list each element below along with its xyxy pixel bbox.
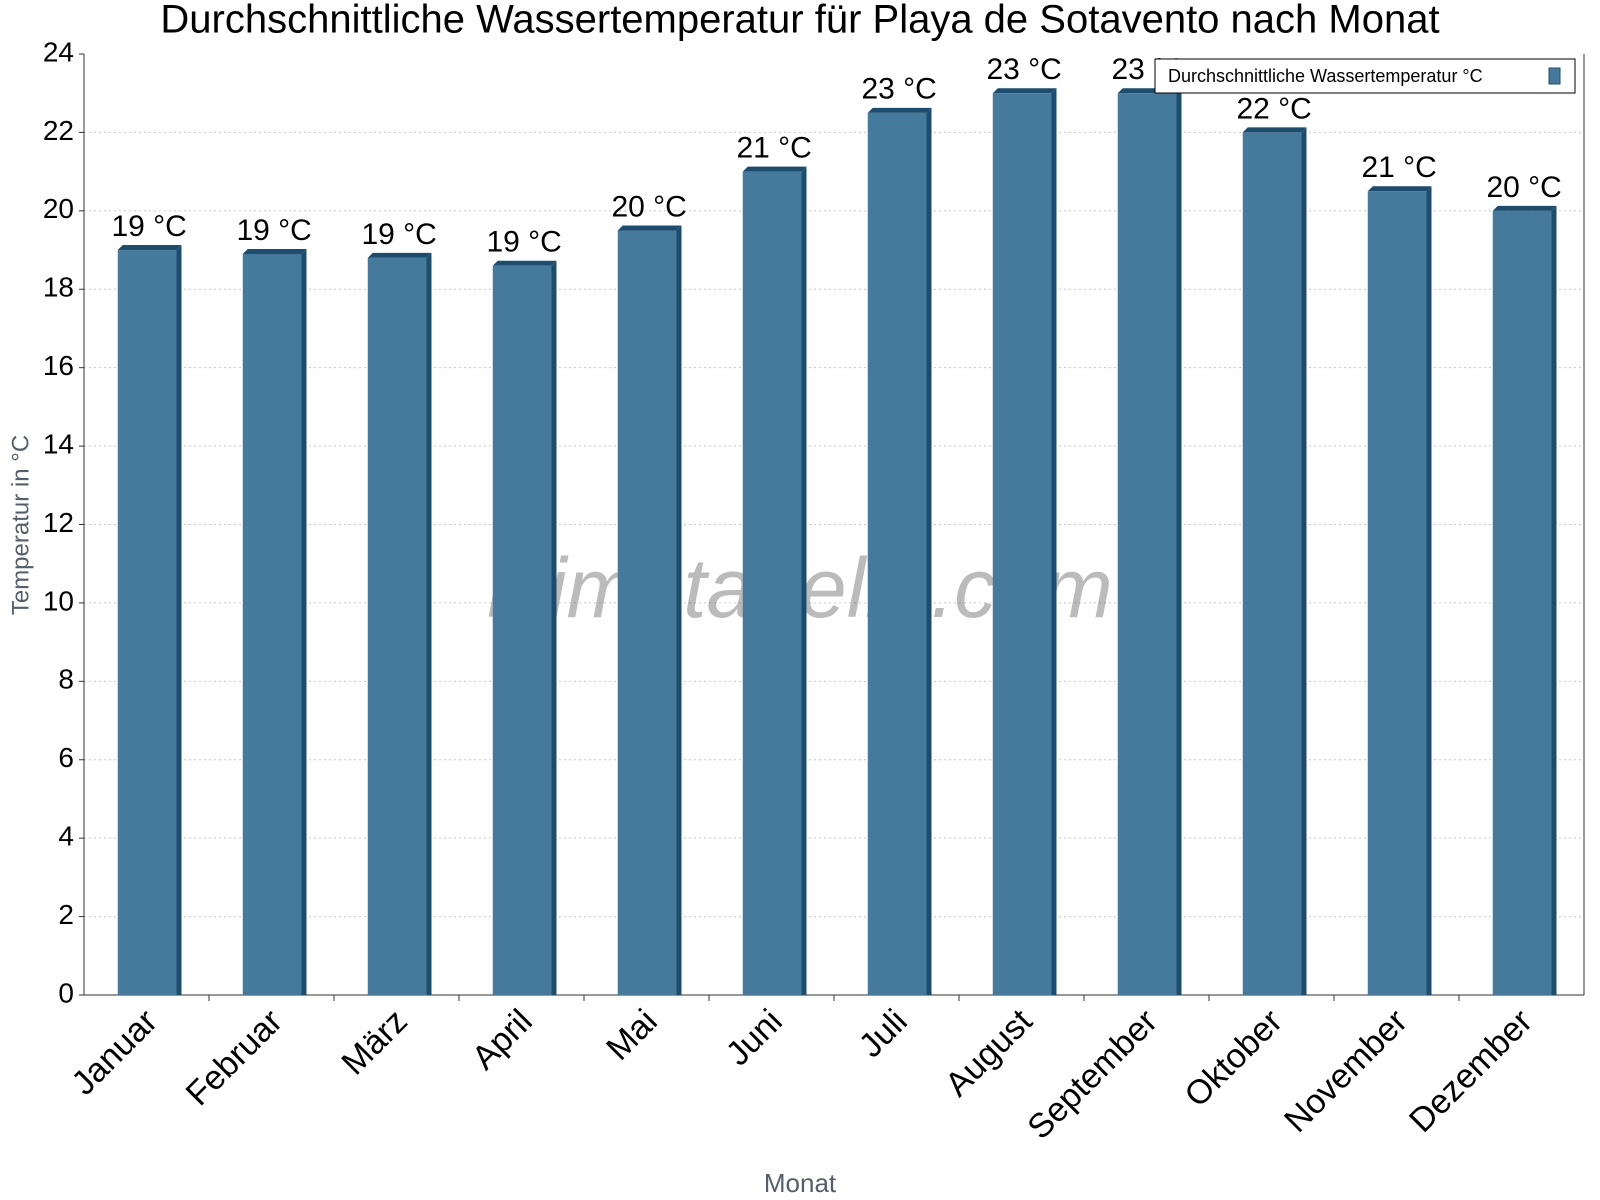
value-label: 22 °C xyxy=(1236,92,1311,125)
bar-side xyxy=(176,245,182,995)
bar xyxy=(992,93,1052,996)
bar-side xyxy=(426,252,432,996)
x-tick-label: April xyxy=(465,1002,540,1077)
bar-side xyxy=(1551,205,1557,996)
bar-side xyxy=(1426,186,1432,995)
bar xyxy=(867,112,927,995)
bar-side xyxy=(1176,88,1182,996)
value-label: 19 °C xyxy=(486,226,561,259)
bar-top xyxy=(1367,186,1432,192)
value-label: 20 °C xyxy=(1486,171,1561,204)
bar xyxy=(367,257,427,996)
bar-top xyxy=(367,252,432,258)
bar xyxy=(242,253,302,995)
bar-top xyxy=(867,107,932,113)
y-tick-label: 24 xyxy=(43,36,74,67)
bar-top xyxy=(117,245,182,251)
y-axis-label: Temperatur in °C xyxy=(7,435,34,615)
bar-top xyxy=(1492,205,1557,211)
x-tick-label: August xyxy=(938,1002,1040,1104)
y-tick-label: 10 xyxy=(43,585,74,616)
legend-box xyxy=(1154,58,1576,94)
value-label: 23 °C xyxy=(861,73,936,106)
bar-side xyxy=(1301,127,1307,995)
bar-side xyxy=(676,225,682,995)
x-tick-label: Juni xyxy=(719,1002,790,1073)
legend-swatch xyxy=(1548,67,1561,85)
y-tick-label: 12 xyxy=(43,507,74,538)
bar-top xyxy=(242,248,307,254)
value-label: 19 °C xyxy=(111,210,186,243)
value-label: 21 °C xyxy=(1361,151,1436,184)
y-tick-label: 6 xyxy=(58,742,74,773)
y-tick-label: 0 xyxy=(58,977,74,1008)
x-tick-label: Dezember xyxy=(1402,1002,1540,1140)
bar-top xyxy=(1242,127,1307,133)
bar-side xyxy=(801,166,807,995)
y-tick-label: 8 xyxy=(58,664,74,695)
chart-title: Durchschnittliche Wassertemperatur für P… xyxy=(160,0,1439,42)
bar xyxy=(492,265,552,996)
bar-side xyxy=(1051,88,1057,996)
bar xyxy=(1492,210,1552,996)
x-tick-label: Februar xyxy=(179,1002,290,1113)
value-label: 23 °C xyxy=(986,53,1061,86)
x-axis-label: Monat xyxy=(764,1168,837,1198)
x-tick-label: Oktober xyxy=(1177,1002,1289,1114)
bar-top xyxy=(492,260,557,266)
bar-side xyxy=(551,260,557,996)
value-label: 19 °C xyxy=(236,214,311,247)
bar xyxy=(1117,93,1177,996)
legend-label: Durchschnittliche Wassertemperatur °C xyxy=(1168,66,1483,86)
bar-side xyxy=(926,107,932,995)
x-tick-label: Mai xyxy=(599,1002,665,1068)
value-label: 20 °C xyxy=(611,190,686,223)
value-label: 19 °C xyxy=(361,218,436,251)
bar-top xyxy=(617,225,682,231)
bar-top xyxy=(992,88,1057,94)
x-tick-label: September xyxy=(1020,1002,1164,1146)
bar xyxy=(742,171,802,995)
bar xyxy=(617,230,677,995)
y-tick-label: 2 xyxy=(58,899,74,930)
x-tick-label: Juli xyxy=(852,1002,915,1065)
y-tick-label: 14 xyxy=(43,428,74,459)
x-tick-label: März xyxy=(334,1002,414,1082)
y-tick-label: 4 xyxy=(58,821,74,852)
y-tick-label: 18 xyxy=(43,272,74,303)
y-tick-label: 20 xyxy=(43,193,74,224)
bar xyxy=(117,250,177,995)
y-tick-label: 16 xyxy=(43,350,74,381)
bar xyxy=(1367,191,1427,995)
bar-side xyxy=(301,248,307,995)
x-tick-label: November xyxy=(1277,1002,1415,1140)
bar-top xyxy=(742,166,807,172)
y-tick-label: 22 xyxy=(43,115,74,146)
x-tick-label: Januar xyxy=(64,1002,164,1102)
value-label: 21 °C xyxy=(736,132,811,165)
bar xyxy=(1242,132,1302,995)
